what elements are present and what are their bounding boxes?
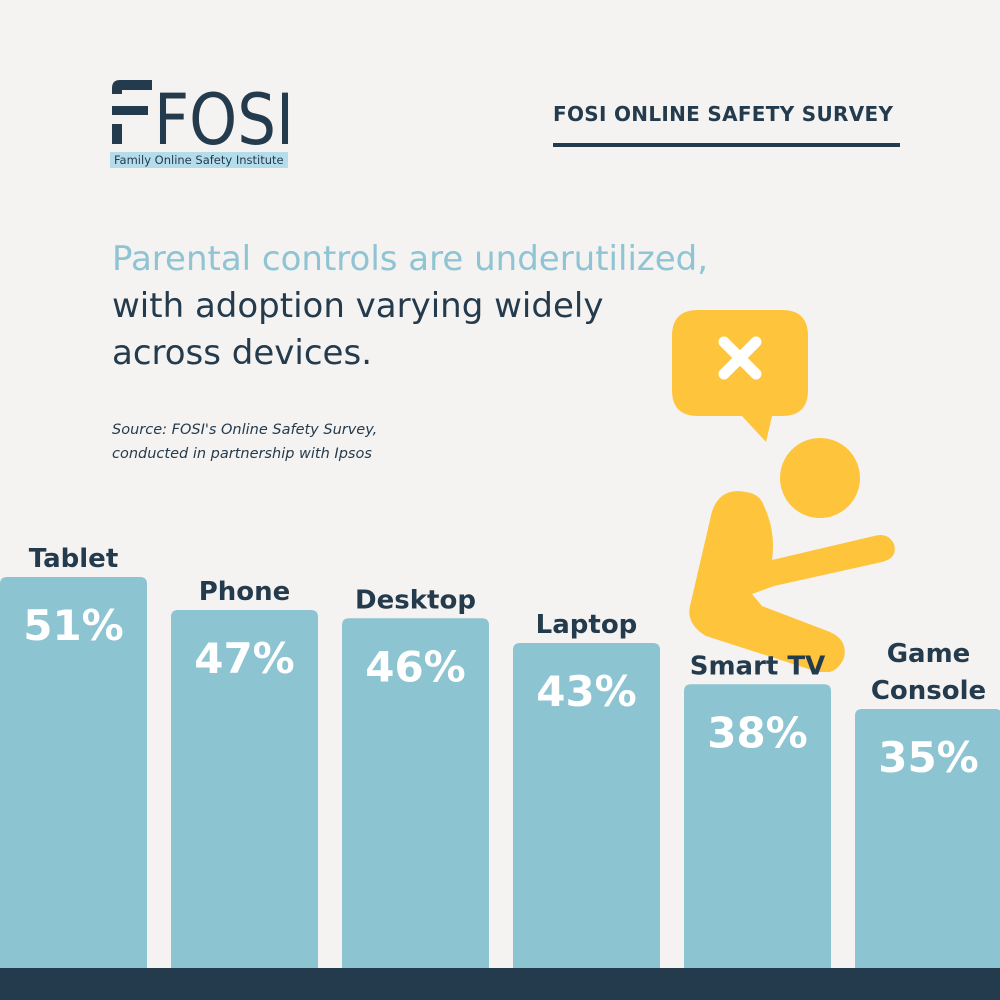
value-label-game-console: 35%: [878, 733, 979, 782]
logo-subtitle: Family Online Safety Institute: [110, 152, 288, 168]
bar-desktop: [342, 618, 489, 1000]
headline-line-3: across devices.: [112, 333, 372, 373]
source-line-2: conducted in partnership with Ipsos: [112, 446, 372, 462]
value-label-desktop: 46%: [365, 642, 466, 691]
fosi-logo-mark: FOSI: [112, 79, 294, 148]
category-label-smart-tv: Smart TV: [690, 651, 826, 681]
sad-person-icon: [689, 438, 895, 672]
value-label-laptop: 43%: [536, 667, 637, 716]
survey-title: FOSI ONLINE SAFETY SURVEY: [553, 102, 894, 126]
bar-phone: [171, 610, 318, 1000]
sad-person-illustration: [672, 310, 895, 672]
category-label-game-console-line-2: Console: [871, 676, 986, 706]
category-label-phone: Phone: [199, 577, 291, 607]
value-label-smart-tv: 38%: [707, 708, 808, 757]
bar-tablet: [0, 577, 147, 1000]
bar-laptop: [513, 643, 660, 1000]
category-label-desktop: Desktop: [355, 585, 476, 615]
category-label-laptop: Laptop: [536, 610, 638, 640]
bar-game-console: [855, 709, 1000, 1000]
headline-line-1: Parental controls are underutilized,: [112, 239, 709, 279]
logo-wordmark: FOSI: [154, 79, 294, 148]
survey-title-underline: [553, 143, 900, 147]
footer-bar: [0, 968, 1000, 1000]
headline-line-2: with adoption varying widely: [112, 286, 604, 326]
category-label-tablet: Tablet: [29, 544, 119, 574]
fosi-logo: FOSI Family Online Safety Institute: [108, 76, 298, 172]
value-label-tablet: 51%: [23, 601, 124, 650]
value-label-phone: 47%: [194, 634, 295, 683]
category-label-game-console-line-1: Game: [887, 639, 971, 669]
source-note: Source: FOSI's Online Safety Survey, con…: [112, 418, 532, 466]
source-line-1: Source: FOSI's Online Safety Survey,: [112, 422, 378, 438]
headline: Parental controls are underutilized, wit…: [112, 236, 792, 377]
speech-bubble-x-icon: [672, 310, 808, 442]
bar-smart-tv: [684, 684, 831, 1000]
